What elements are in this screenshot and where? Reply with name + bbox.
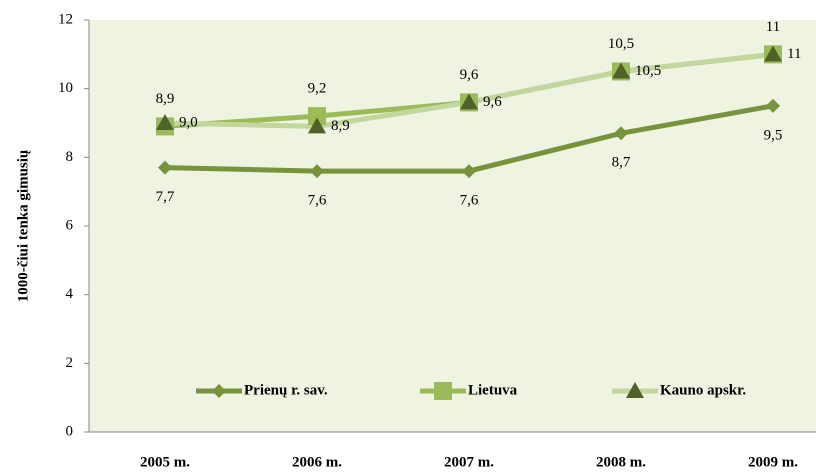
point (308, 107, 326, 126)
data-label: 9,2 (308, 81, 327, 97)
y-axis-label: 1000-čiui tenka gimusių (15, 150, 31, 303)
point (764, 45, 782, 62)
point (460, 93, 478, 110)
x-tick-label: 2007 m. (444, 454, 494, 470)
data-label: 11 (766, 19, 780, 35)
y-tick-label: 0 (66, 423, 74, 439)
x-tick-label: 2008 m. (596, 454, 646, 470)
legend-label: Kauno apskr. (660, 382, 746, 398)
y-tick-label: 6 (66, 217, 74, 233)
data-label: 9,6 (483, 94, 502, 110)
point (156, 114, 174, 130)
point (612, 62, 630, 79)
y-tick-label: 12 (58, 11, 73, 27)
data-label: 7,7 (156, 189, 175, 205)
data-label: 10,5 (608, 36, 634, 52)
point (310, 164, 324, 179)
data-label: 9,5 (764, 127, 783, 143)
y-tick-label: 2 (66, 355, 74, 371)
point (308, 117, 326, 134)
legend-label: Prienų r. sav. (244, 382, 328, 398)
point (614, 126, 628, 141)
data-label: 7,6 (308, 193, 327, 209)
y-tick-label: 4 (66, 286, 74, 302)
data-label: 9,6 (460, 67, 479, 83)
data-label: 9,0 (179, 114, 198, 130)
data-label: 10,5 (635, 63, 661, 79)
legend-label: Lietuva (468, 382, 518, 398)
point (158, 160, 172, 175)
data-label: 7,6 (460, 193, 479, 209)
plot-area (89, 20, 816, 432)
x-tick-label: 2009 m. (748, 454, 798, 470)
x-tick-label: 2005 m. (140, 454, 190, 470)
x-tick-label: 2006 m. (292, 454, 342, 470)
legend-marker (212, 384, 226, 398)
legend-marker (434, 382, 452, 400)
point (766, 98, 780, 113)
data-label: 8,7 (612, 155, 631, 171)
legend-marker (626, 382, 644, 398)
data-label: 11 (787, 46, 801, 62)
data-label: 8,9 (331, 118, 350, 134)
y-tick-label: 8 (66, 149, 74, 165)
point (462, 164, 476, 179)
data-label: 8,9 (156, 91, 175, 107)
y-tick-label: 10 (58, 80, 73, 96)
